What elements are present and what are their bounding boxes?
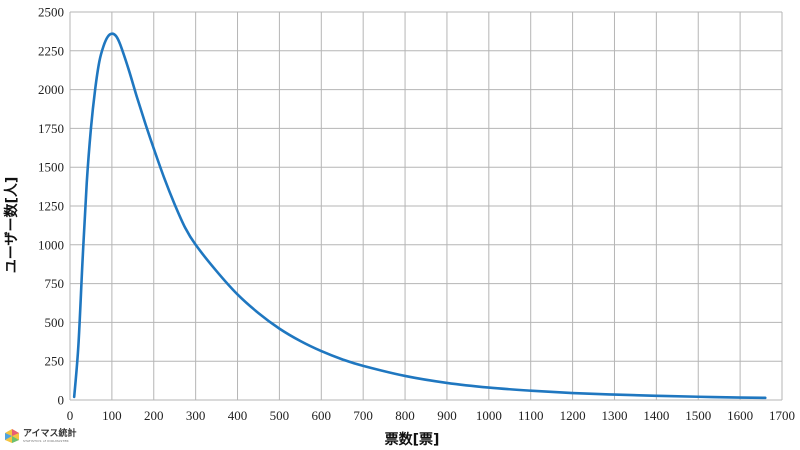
x-tick-label: 1300 bbox=[601, 408, 627, 423]
y-axis-title: ユーザー数[人] bbox=[3, 177, 20, 274]
y-tick-label: 2500 bbox=[38, 5, 64, 20]
logo: アイマス統計 STATISTICS of IDOLMASTER bbox=[4, 428, 77, 444]
x-axis-ticks: 0 100 200 300 400 500 600 700 800 900 1000 1100 1200… bbox=[67, 408, 795, 423]
y-tick-label: 1750 bbox=[38, 121, 64, 136]
x-tick-label: 200 bbox=[144, 408, 164, 423]
x-tick-label: 500 bbox=[270, 408, 290, 423]
y-tick-label: 0 bbox=[58, 393, 65, 408]
series-line bbox=[72, 32, 767, 400]
x-axis-title: 票数[票] bbox=[385, 431, 440, 448]
x-tick-label: 1200 bbox=[560, 408, 586, 423]
y-tick-label: 750 bbox=[45, 276, 65, 291]
x-tick-label: 600 bbox=[312, 408, 332, 423]
x-tick-label: 1000 bbox=[476, 408, 502, 423]
logo-icon bbox=[5, 429, 19, 443]
x-tick-label: 1600 bbox=[727, 408, 753, 423]
y-tick-label: 1000 bbox=[38, 237, 64, 252]
x-tick-label: 400 bbox=[228, 408, 248, 423]
y-tick-label: 2000 bbox=[38, 82, 64, 97]
x-tick-label: 0 bbox=[67, 408, 74, 423]
grid bbox=[69, 11, 783, 401]
x-tick-label: 900 bbox=[437, 408, 457, 423]
y-tick-label: 1500 bbox=[38, 160, 64, 175]
x-tick-label: 800 bbox=[395, 408, 415, 423]
x-tick-label: 100 bbox=[102, 408, 122, 423]
y-tick-label: 2250 bbox=[38, 43, 64, 58]
x-tick-label: 1700 bbox=[769, 408, 795, 423]
x-tick-label: 1500 bbox=[685, 408, 711, 423]
y-tick-label: 1250 bbox=[38, 199, 64, 214]
y-tick-label: 500 bbox=[45, 315, 65, 330]
x-tick-label: 300 bbox=[186, 408, 206, 423]
y-tick-label: 250 bbox=[45, 354, 65, 369]
x-tick-label: 1100 bbox=[518, 408, 544, 423]
x-tick-label: 700 bbox=[353, 408, 373, 423]
logo-name: アイマス統計 bbox=[23, 428, 77, 439]
y-axis-ticks: 0 250 500 750 1000 1250 1500 1750 2000 2250 2500 bbox=[38, 5, 64, 408]
logo-tagline: STATISTICS of IDOLMASTER bbox=[23, 438, 69, 443]
x-tick-label: 1400 bbox=[643, 408, 669, 423]
